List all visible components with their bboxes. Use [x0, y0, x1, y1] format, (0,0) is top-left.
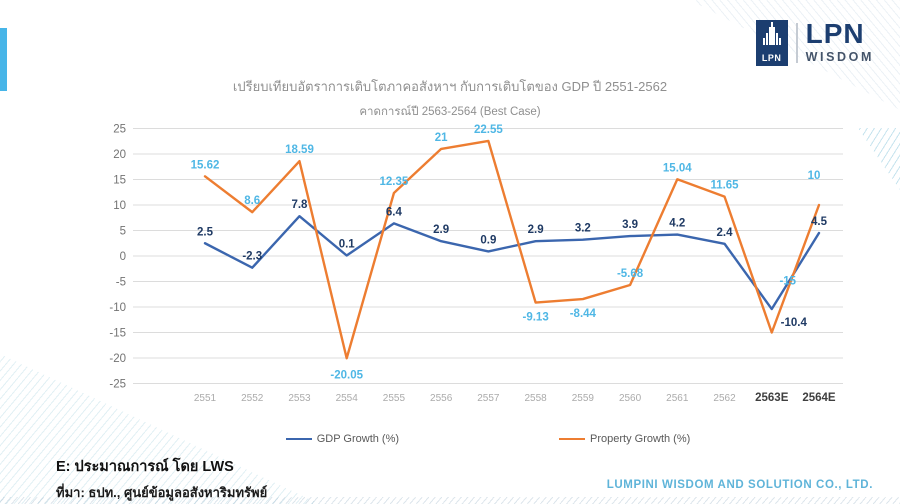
legend-item-property: Property Growth (%) [559, 433, 690, 445]
y-axis-tick-label: 20 [113, 149, 126, 161]
data-label: 4.5 [811, 216, 828, 228]
y-axis-tick-label: -20 [109, 353, 126, 365]
x-axis-tick-label: 2554 [336, 393, 359, 404]
chart-title-block: เปรียบเทียบอัตราการเติบโตภาคอสังหาฯ กับก… [0, 76, 900, 121]
y-axis-tick-label: -15 [109, 328, 126, 340]
y-axis-tick-label: 5 [120, 226, 126, 238]
brand-wisdom: WISDOM [805, 50, 874, 64]
data-label: -9.13 [523, 312, 549, 324]
y-axis-tick-label: -25 [109, 379, 126, 391]
x-axis-tick-label: 2556 [430, 393, 453, 404]
y-axis-tick-label: 0 [120, 251, 126, 263]
y-axis-tick-label: 10 [113, 200, 126, 212]
data-label: 2.9 [528, 224, 544, 236]
y-axis-tick-label: -10 [109, 302, 126, 314]
estimate-note: E: ประมาณการณ์ โดย LWS [56, 459, 234, 475]
footer-notes: E: ประมาณการณ์ โดย LWS ที่มา: ธปท., ศูนย… [56, 455, 267, 503]
logo-divider [795, 23, 798, 63]
legend-label-gdp: GDP Growth (%) [316, 433, 400, 445]
data-label: 4.2 [669, 218, 685, 230]
data-label: 18.59 [285, 144, 314, 156]
data-label: -20.05 [330, 369, 363, 381]
data-label: -8.44 [570, 308, 597, 320]
property-line-swatch-icon [559, 437, 586, 441]
data-label: -5.68 [617, 268, 644, 280]
x-axis-tick-label: 2560 [619, 393, 642, 404]
company-name: LUMPINI WISDOM AND SOLUTION CO., LTD. [606, 479, 873, 491]
x-axis-tick-label: 2552 [241, 393, 264, 404]
chart-title: เปรียบเทียบอัตราการเติบโตภาคอสังหาฯ กับก… [232, 79, 668, 94]
y-axis-tick-label: 15 [113, 175, 126, 187]
x-axis-tick-label: 2559 [572, 393, 595, 404]
data-label: 10 [808, 170, 821, 182]
x-axis-tick-label: 2555 [383, 393, 406, 404]
gdp-line-swatch-icon [285, 437, 312, 441]
source-note: ที่มา: ธปท., ศูนย์ข้อมูลอสังหาริมทรัพย์ [56, 485, 268, 500]
data-label: 22.55 [474, 124, 503, 136]
data-label: -2.3 [242, 251, 262, 263]
brand-text: LPN WISDOM [806, 20, 874, 64]
cyan-accent-bar [0, 28, 7, 91]
data-label: 6.4 [386, 206, 403, 218]
x-axis-tick-label: 2563E [755, 392, 789, 404]
lpn-logo-box: LPN [755, 20, 788, 66]
data-label: 21 [435, 132, 448, 144]
data-label: 12.35 [380, 176, 409, 188]
logo-box-text: LPN [761, 53, 782, 63]
legend-label-property: Property Growth (%) [590, 433, 691, 445]
property-growth-line [203, 139, 821, 360]
gdp-growth-line [203, 215, 821, 311]
data-label: 8.6 [244, 195, 260, 207]
data-label: 0.1 [339, 238, 356, 250]
chart-legend: GDP Growth (%) Property Growth (%) [133, 433, 843, 445]
data-label: 11.65 [710, 180, 739, 192]
data-label: 15.62 [191, 159, 220, 171]
data-label: 15.04 [663, 162, 692, 174]
x-axis-tick-label: 2557 [477, 393, 500, 404]
lpn-building-icon [761, 21, 783, 52]
data-label: 3.2 [575, 223, 591, 235]
brand-lpn: LPN [805, 18, 865, 49]
data-label: 7.8 [291, 199, 308, 211]
x-axis-tick-label: 2561 [666, 393, 689, 404]
data-label: -10.4 [781, 317, 808, 329]
y-axis-tick-label: -5 [116, 277, 126, 289]
x-axis-tick-label: 2553 [288, 393, 311, 404]
x-axis-tick-label: 2564E [802, 392, 836, 404]
data-label: 2.5 [197, 226, 214, 238]
x-axis-tick-label: 2562 [713, 393, 736, 404]
data-label: 0.9 [480, 234, 496, 246]
decorative-stripes-bottom-edge [0, 497, 900, 504]
legend-item-gdp: GDP Growth (%) [285, 433, 400, 445]
chart-subtitle: คาดการณ์ปี 2563-2564 (Best Case) [359, 106, 541, 118]
data-label: 2.9 [433, 224, 449, 236]
data-label: 3.9 [622, 219, 638, 231]
data-label: 2.4 [717, 227, 734, 239]
lpn-wisdom-logo: LPN LPN WISDOM [755, 20, 874, 66]
y-axis-tick-label: 25 [113, 124, 126, 136]
x-axis-tick-label: 2551 [194, 393, 217, 404]
data-label: -15 [779, 276, 796, 288]
x-axis-tick-label: 2558 [524, 393, 547, 404]
